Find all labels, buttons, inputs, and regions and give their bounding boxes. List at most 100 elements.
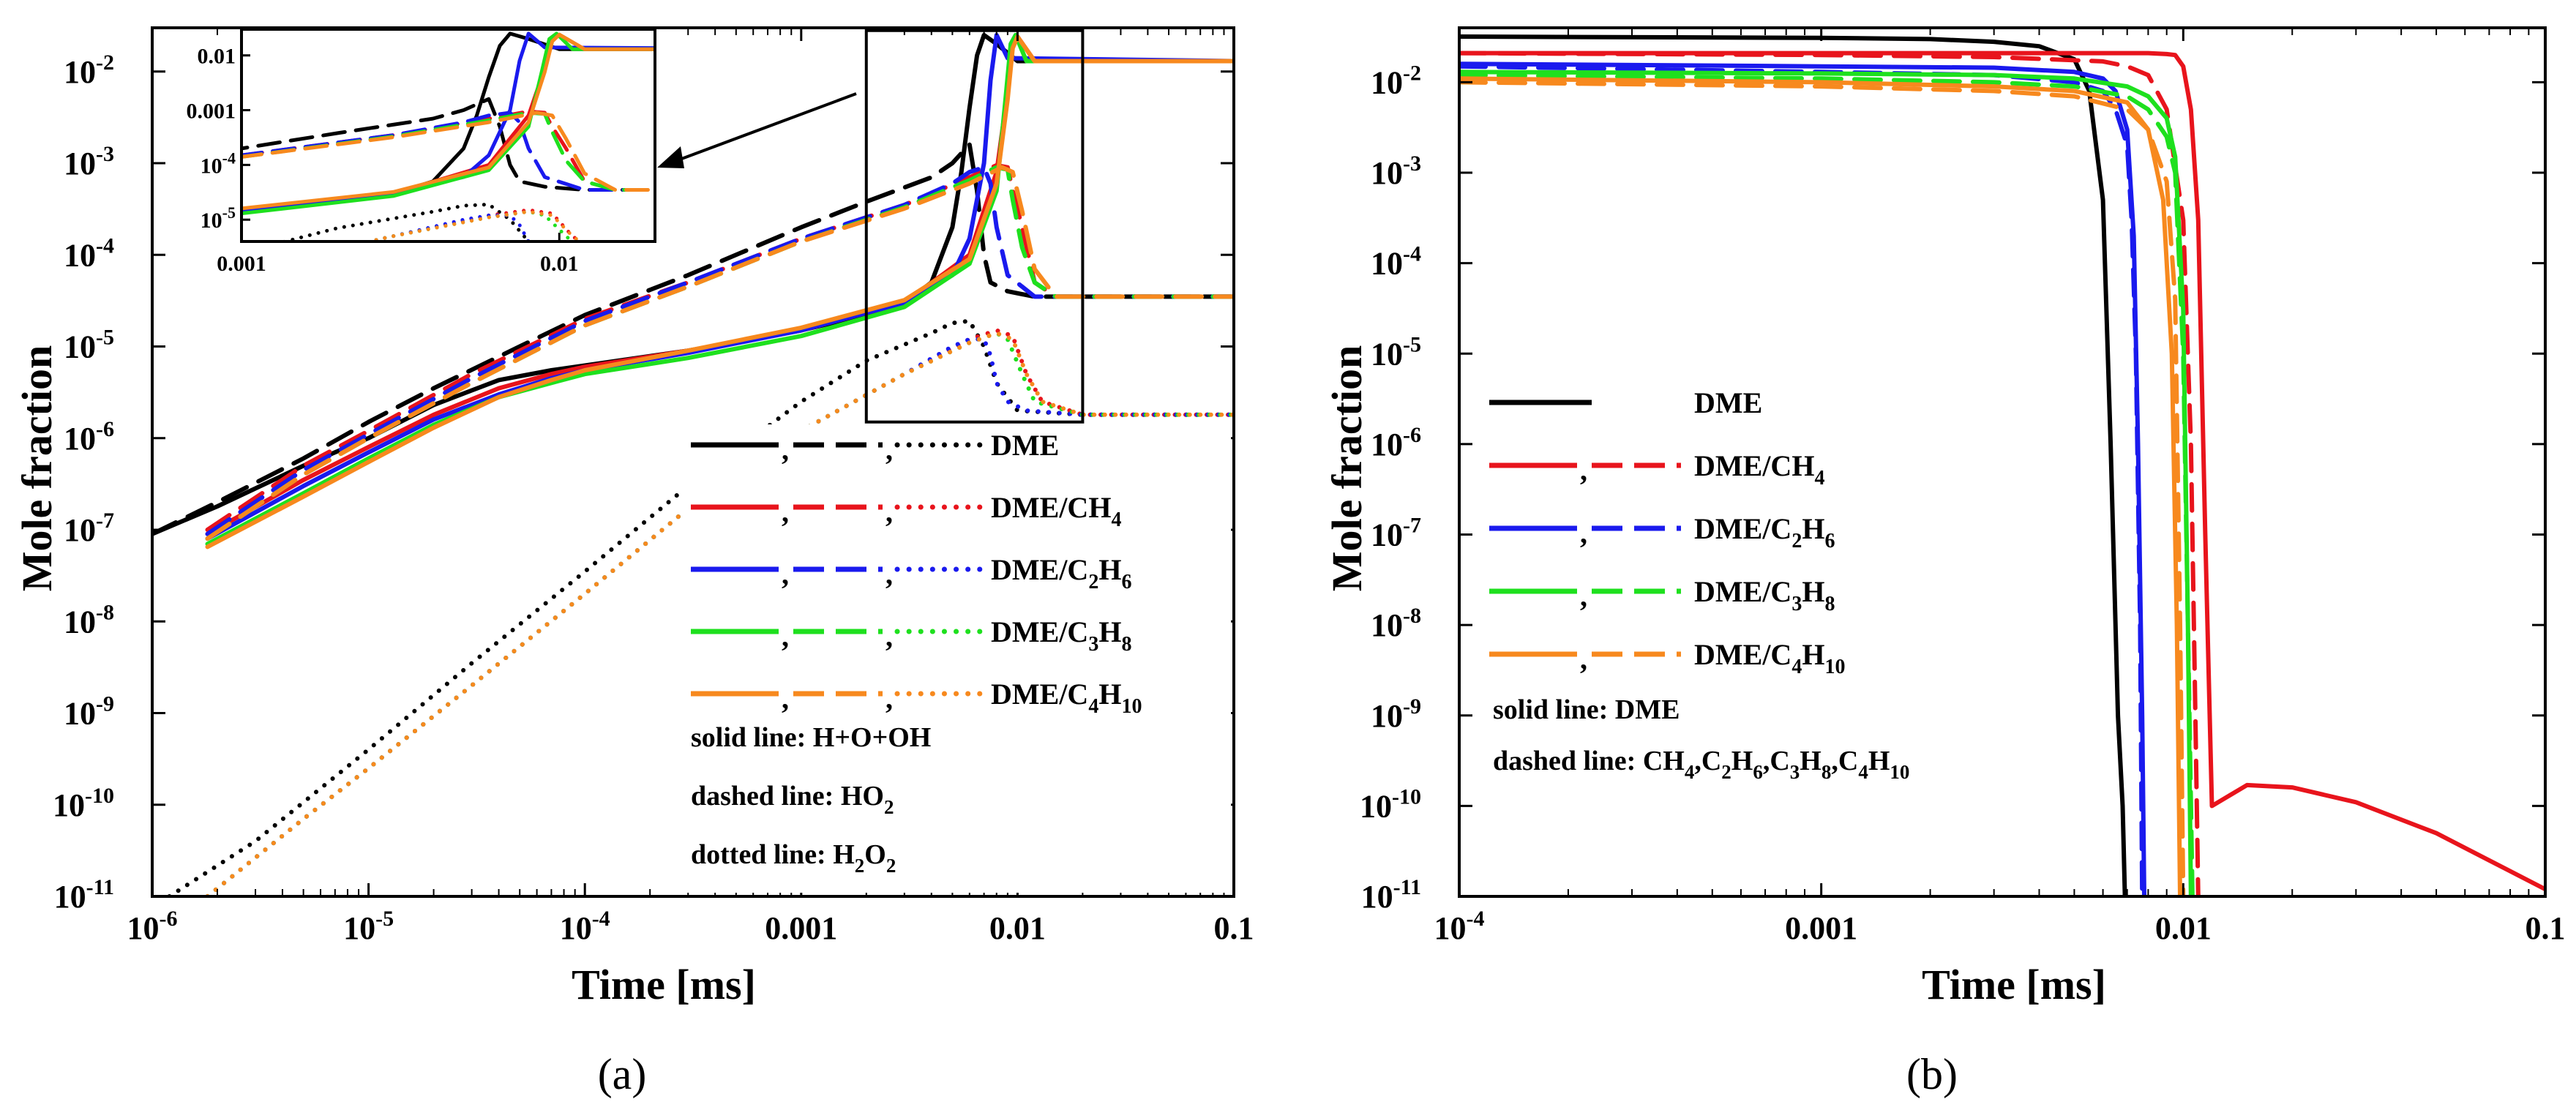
panel-b-y-tick-label: 10-6 (1371, 423, 1421, 462)
panel-a-inset-series-dme-c4h10-h-o-oh (242, 32, 655, 211)
panel-b-x-tick-label: 0.01 (2155, 910, 2212, 946)
panel-a-inset-x-tick-label: 0.001 (217, 252, 266, 276)
panel-b-chart: Mole fraction Time [ms] 10-4 0.001 0.01 0.1… (1323, 26, 2566, 1008)
panel-a-inset-series-dme-c2h6-ho2 (242, 110, 655, 192)
panel-b-legend-separator: , (1580, 454, 1587, 487)
panel-a-y-tick-label: 10-6 (64, 417, 114, 457)
panel-a-series-dme-c4h10-h2o2 (205, 331, 1234, 896)
panel-b-legend-separator: , (1580, 580, 1587, 612)
panel-a-zoom-box (864, 29, 1085, 424)
panel-b-legend-label: DME (1694, 386, 1762, 419)
panel-a-series-dme-c3h8-h-o-oh (205, 32, 1234, 547)
panel-a-legend-note: dashed line: HO2 (691, 781, 894, 818)
panel-a-series-dme-c4h10-ho2 (205, 165, 1234, 541)
panel-a-series-dme-c4h10-h-o-oh (205, 34, 1234, 550)
panel-b-legend-note: solid line: DME (1493, 694, 1680, 725)
panel-a-zoom-arrow-head (657, 146, 684, 168)
panel-b-legend-label: DME/CH4 (1694, 449, 1824, 490)
panel-a-y-axis-title: Mole fraction (13, 345, 61, 592)
panel-a-legend-label: DME (991, 429, 1059, 462)
panel-b-y-tick-label: 10-8 (1371, 604, 1421, 643)
panel-a-legend-separator: , (886, 558, 893, 591)
panel-a-y-tick-label: 10-2 (64, 50, 114, 90)
panel-b-legend-separator: , (1580, 517, 1587, 550)
panel-b-label: (b) (1906, 1050, 1958, 1098)
panel-a-inset-y-tick-label: 0.01 (198, 45, 236, 69)
panel-a-legend-label: DME/C2H6 (991, 553, 1131, 593)
panel-a-inset-y-tick-label: 10-4 (201, 149, 236, 178)
panel-a-y-tick-label: 10-8 (64, 600, 114, 640)
panel-b-legend-note: dashed line: CH4,C2H6,C3H8,C4H10 (1493, 746, 1909, 783)
panel-a-plot-frame (151, 26, 1235, 898)
panel-a-x-tick-label: 0.001 (765, 910, 837, 946)
panel-a-legend-separator: , (782, 495, 789, 528)
panel-a-series-dme-c2h6-h-o-oh (205, 32, 1234, 541)
panel-a-series-dme-c2h6-ho2 (205, 165, 1234, 536)
panel-a-x-tick-label: 10-5 (343, 907, 394, 946)
panel-a-x-tick-label: 10-4 (560, 907, 610, 946)
panel-b-series-dme-ch4-dme (1459, 50, 2545, 892)
panel-a-y-tick-label: 10-10 (53, 784, 114, 823)
panel-a-legend-separator: , (886, 682, 893, 715)
panel-a-legend-separator: , (886, 495, 893, 528)
panel-a-inset-series-dme-ho2 (242, 97, 655, 192)
panel-a-legend-separator: , (886, 620, 893, 653)
panel-a-legend-separator: , (886, 433, 893, 466)
panel-b-legend-label: DME/C3H8 (1694, 575, 1835, 615)
panel-a-legend-note: dotted line: H2O2 (691, 839, 896, 877)
panel-b-series-dme-ch4-ch4 (1459, 50, 2201, 896)
panel-a-inset-x-tick-label: 0.01 (540, 252, 579, 276)
panel-b-y-tick-label: 10-3 (1371, 151, 1421, 191)
panel-a-y-tick-label: 10-3 (64, 142, 114, 181)
panel-a-inset-series-dme-c4h10-h2o2 (361, 209, 583, 241)
panel-a-legend-note: solid line: H+O+OH (691, 722, 931, 753)
panel-a-x-axis-title: Time [ms] (572, 961, 756, 1008)
panel-a-inset-y-tick-label: 10-5 (201, 203, 236, 233)
panel-a-legend-label: DME/CH4 (991, 491, 1121, 531)
panel-a-legend-separator: , (782, 433, 789, 466)
panel-a-y-tick-label: 10-5 (64, 326, 114, 365)
panel-a-inset-series-dme-c3h8-h-o-oh (242, 31, 655, 216)
panel-b-legend-label: DME/C2H6 (1694, 512, 1835, 552)
panel-b-y-tick-label: 10-5 (1371, 332, 1421, 372)
panel-a-x-tick-label: 0.01 (989, 910, 1046, 946)
panel-b-series-dme-c4h10-c4h10 (1459, 80, 2186, 896)
panel-a-y-tick-label: 10-4 (64, 233, 114, 273)
panel-b-plot-frame (1458, 26, 2547, 898)
panel-a-y-tick-label: 10-11 (54, 875, 114, 915)
panel-b-legend-separator: , (1580, 642, 1587, 675)
panel-a-zoom-arrow-shaft (671, 92, 857, 164)
panel-b-x-tick-label: 0.001 (1785, 910, 1857, 946)
panel-a-legend-bg (681, 424, 1231, 893)
panel-a-label: (a) (598, 1050, 647, 1098)
panel-a-x-tick-label: 0.1 (1214, 910, 1254, 946)
panel-b-y-tick-label: 10-11 (1361, 875, 1421, 915)
panel-b-x-axis-title: Time [ms] (1922, 961, 2106, 1008)
panel-b-y-tick-label: 10-2 (1371, 61, 1421, 100)
panel-b-series-dme-c3h8-c3h8 (1459, 72, 2195, 896)
panel-a-inset-series-dme-c4h10-ho2 (242, 110, 655, 192)
panel-a-x-tick-label: 10-6 (127, 907, 178, 946)
panel-a-legend-label: DME/C4H10 (991, 678, 1142, 718)
panel-a-legend-label: DME/C3H8 (991, 615, 1131, 656)
panel-b-x-tick-label: 10-4 (1434, 907, 1485, 946)
panel-b-series-dme-c4h10-dme (1459, 76, 2182, 896)
panel-a-y-tick-label: 10-9 (64, 692, 114, 732)
panel-b-y-tick-label: 10-4 (1371, 242, 1421, 282)
panel-a-legend-separator: , (782, 558, 789, 591)
panel-a-legend-separator: , (782, 620, 789, 653)
panel-a-inset-series-dme-c2h6-h-o-oh (242, 31, 655, 212)
panel-b-x-tick-label: 0.1 (2526, 910, 2566, 946)
panel-b-y-tick-label: 10-9 (1371, 694, 1421, 734)
panel-a-inset-y-tick-label: 0.001 (187, 100, 236, 124)
panel-b-legend-label: DME/C4H10 (1694, 638, 1845, 678)
panel-a-y-tick-label: 10-7 (64, 509, 114, 548)
panel-a-inset-frame (240, 28, 656, 243)
panel-b-y-tick-label: 10-7 (1371, 514, 1421, 553)
panel-a-inset-series-dme-c2h6-h2o2 (361, 213, 532, 241)
panel-b-y-tick-label: 10-10 (1360, 784, 1421, 824)
panel-b-y-axis-title: Mole fraction (1323, 345, 1371, 592)
panel-a-chart: Mole fraction Time [ms] 10-6 10-5 10-4 0.00… (13, 26, 1254, 1008)
panel-a-legend-separator: , (782, 682, 789, 715)
